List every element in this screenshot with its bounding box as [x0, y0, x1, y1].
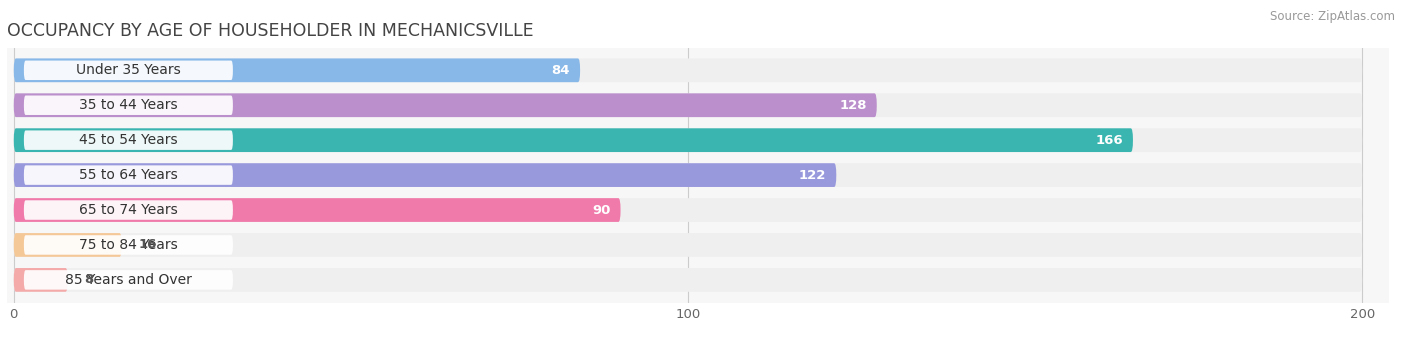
- FancyBboxPatch shape: [24, 131, 233, 150]
- Text: 85 Years and Over: 85 Years and Over: [65, 273, 191, 287]
- Text: OCCUPANCY BY AGE OF HOUSEHOLDER IN MECHANICSVILLE: OCCUPANCY BY AGE OF HOUSEHOLDER IN MECHA…: [7, 22, 534, 40]
- FancyBboxPatch shape: [14, 163, 837, 187]
- FancyBboxPatch shape: [14, 94, 1362, 117]
- Text: 8: 8: [84, 273, 94, 286]
- Text: Source: ZipAtlas.com: Source: ZipAtlas.com: [1270, 10, 1395, 23]
- Text: 166: 166: [1095, 134, 1123, 147]
- FancyBboxPatch shape: [14, 58, 1362, 82]
- FancyBboxPatch shape: [14, 94, 877, 117]
- FancyBboxPatch shape: [14, 233, 1362, 257]
- FancyBboxPatch shape: [14, 268, 1362, 292]
- Text: 45 to 54 Years: 45 to 54 Years: [79, 133, 177, 147]
- Text: 122: 122: [799, 169, 827, 182]
- Text: 84: 84: [551, 64, 569, 77]
- Text: Under 35 Years: Under 35 Years: [76, 63, 181, 77]
- FancyBboxPatch shape: [14, 268, 67, 292]
- Text: 128: 128: [839, 99, 866, 112]
- FancyBboxPatch shape: [14, 163, 1362, 187]
- FancyBboxPatch shape: [24, 165, 233, 185]
- Text: 16: 16: [139, 238, 157, 252]
- Text: 35 to 44 Years: 35 to 44 Years: [79, 98, 177, 112]
- FancyBboxPatch shape: [14, 58, 581, 82]
- FancyBboxPatch shape: [14, 233, 122, 257]
- FancyBboxPatch shape: [14, 198, 620, 222]
- FancyBboxPatch shape: [14, 128, 1362, 152]
- Text: 75 to 84 Years: 75 to 84 Years: [79, 238, 177, 252]
- FancyBboxPatch shape: [24, 200, 233, 220]
- FancyBboxPatch shape: [24, 270, 233, 290]
- FancyBboxPatch shape: [14, 128, 1133, 152]
- FancyBboxPatch shape: [24, 96, 233, 115]
- Text: 55 to 64 Years: 55 to 64 Years: [79, 168, 177, 182]
- Text: 90: 90: [592, 204, 610, 217]
- FancyBboxPatch shape: [24, 61, 233, 80]
- FancyBboxPatch shape: [24, 235, 233, 255]
- Text: 65 to 74 Years: 65 to 74 Years: [79, 203, 177, 217]
- FancyBboxPatch shape: [14, 198, 1362, 222]
